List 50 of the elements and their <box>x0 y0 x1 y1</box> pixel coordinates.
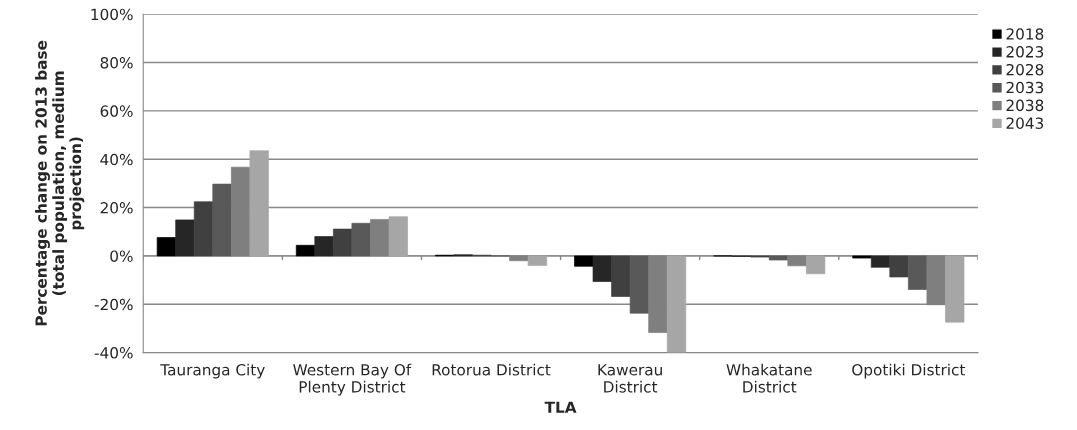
y-tick-label: 100% <box>91 8 133 21</box>
y-tick-label: 0% <box>110 250 133 262</box>
bar <box>370 219 390 257</box>
legend-label: 2018 <box>1006 28 1044 40</box>
y-tick-label: 60% <box>100 105 133 117</box>
bar <box>314 236 334 257</box>
x-tick-label: Whakatane District <box>726 363 812 393</box>
bar <box>666 255 687 353</box>
y-tick-label: 20% <box>100 202 133 214</box>
bar <box>870 255 891 268</box>
bar <box>333 228 353 257</box>
y-tick-label: -20% <box>94 298 133 311</box>
bar <box>249 150 269 257</box>
bar <box>768 255 789 261</box>
bar <box>509 255 529 262</box>
x-tick-label: Western Bay Of Plenty District <box>293 363 412 396</box>
x-tick-label: Tauranga City <box>160 363 265 379</box>
x-tick-label: Opotiki District <box>852 363 966 379</box>
bar <box>629 255 650 314</box>
bar <box>231 166 251 257</box>
y-axis-title: Percentage change on 2013 base (total population, medium projection) <box>35 40 85 326</box>
bar <box>193 201 214 257</box>
bar <box>351 222 371 257</box>
bar <box>212 183 232 257</box>
bar <box>945 255 965 323</box>
legend-label: 2033 <box>1006 81 1044 94</box>
bar <box>908 255 928 290</box>
x-tick-label: Kawerau District <box>598 364 662 393</box>
bar <box>574 255 594 267</box>
bar <box>648 255 668 333</box>
bar <box>889 255 909 278</box>
legend-label: 2028 <box>1006 63 1044 76</box>
bar <box>805 255 826 275</box>
bar <box>592 255 612 282</box>
bar <box>295 244 316 257</box>
bar <box>175 219 195 257</box>
y-tick-label: 80% <box>100 57 133 69</box>
x-tick-label: Rotorua District <box>432 363 551 376</box>
bar <box>156 237 177 257</box>
bar <box>852 255 872 259</box>
legend-label: 2043 <box>1006 117 1044 129</box>
bar <box>611 255 631 297</box>
bar <box>787 255 807 267</box>
bar <box>388 216 408 257</box>
bar <box>527 255 548 266</box>
y-tick-label: 40% <box>100 153 133 166</box>
legend-label: 2038 <box>1006 99 1044 112</box>
legend-label: 2023 <box>1006 46 1044 58</box>
x-axis-title: TLA <box>544 401 577 413</box>
y-tick-label: -40% <box>94 347 133 359</box>
